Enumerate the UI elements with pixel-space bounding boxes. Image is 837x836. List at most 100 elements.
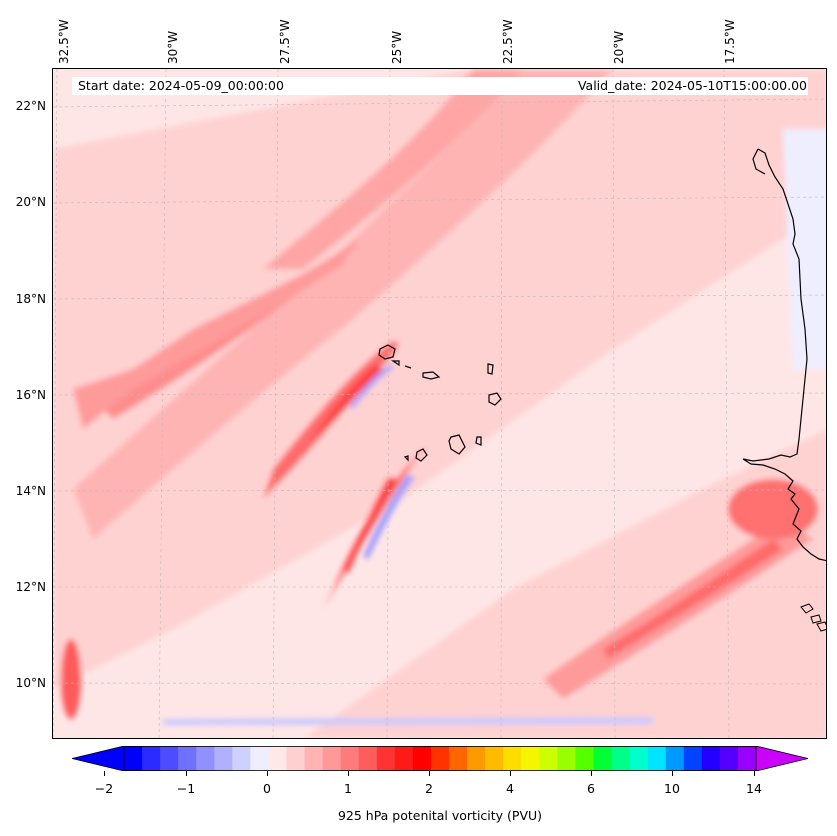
lat-label-18n: 18°N [15, 292, 46, 306]
pv-band-top [263, 69, 523, 269]
cb-tick-label: −1 [176, 781, 196, 796]
island-santiago [448, 434, 466, 455]
pv-coastal-max [728, 479, 818, 539]
cb-tickmark [672, 771, 673, 776]
cb-tick-label: 14 [746, 781, 762, 796]
colorbar-segment [449, 746, 468, 771]
colorbar [72, 746, 808, 771]
colorbar-segment [286, 746, 306, 771]
colorbar-segment [683, 746, 703, 771]
colorbar-segment [557, 746, 576, 771]
pv-wake-1-negative [349, 365, 395, 409]
colorbar-segment [503, 746, 522, 771]
colorbar-segment [250, 746, 269, 771]
colorbar-segment [268, 746, 288, 771]
pv-band-light [53, 69, 826, 689]
graticule [53, 69, 826, 738]
colorbar-under-extension [72, 746, 125, 771]
lon-label-25w: 25°W [390, 30, 404, 64]
colorbar-segment [430, 746, 450, 771]
pv-south-strip [163, 717, 653, 725]
colorbar-segment [196, 746, 215, 771]
island-maio [475, 436, 482, 446]
cb-tickmark [591, 771, 592, 776]
lat-label-10n: 10°N [15, 676, 46, 690]
colorbar-segment [737, 746, 757, 771]
pv-field-map [53, 69, 826, 738]
island-fogo [415, 448, 428, 462]
lon-label-20w: 20°W [612, 30, 626, 64]
colorbar-segment [160, 746, 179, 771]
coastline-north [752, 148, 766, 175]
colorbar-title: 925 hPa potenital vorticity (PVU) [337, 808, 543, 823]
colorbar-segment [178, 746, 197, 771]
colorbar-segment [232, 746, 251, 771]
cb-tickmark [510, 771, 511, 776]
colorbar-segment [629, 746, 649, 771]
colorbar-segment [485, 746, 504, 771]
island-santo-antao [378, 344, 396, 360]
pv-land-east [783, 129, 826, 369]
colorbar-segment [539, 746, 558, 771]
pv-wake-2-negative [363, 475, 415, 559]
cb-tick-label: 1 [344, 781, 352, 796]
lat-label-16n: 16°N [15, 388, 46, 402]
start-date-label: Start date: 2024-05-09_00:00:00 [78, 78, 284, 93]
header-background [72, 77, 808, 95]
colorbar-segment [593, 746, 613, 771]
colorbar-segment [322, 746, 342, 771]
lat-label-14n: 14°N [15, 484, 46, 498]
cb-tick-label: 10 [664, 781, 680, 796]
lon-label-30w: 30°W [166, 30, 180, 64]
cb-tick-label: 4 [506, 781, 514, 796]
cb-tick-label: 2 [425, 781, 433, 796]
cb-tickmark [186, 771, 187, 776]
colorbar-segment [467, 746, 486, 771]
island-brava [403, 455, 409, 462]
colorbar-segment [124, 746, 143, 771]
colorbar-segment [358, 746, 378, 771]
island-sal [487, 363, 494, 375]
cb-tick-label: −2 [94, 781, 114, 796]
pv-sw-max [61, 639, 81, 719]
colorbar-over-extension [755, 746, 808, 771]
map-panel [52, 68, 827, 739]
cape-verde-islands [378, 344, 502, 462]
colorbar-segment [665, 746, 685, 771]
pv-band-se-core [603, 539, 783, 659]
colorbar-segment [142, 746, 161, 771]
bijagos-islands [800, 603, 826, 632]
colorbar-segment [701, 746, 721, 771]
colorbar-segment [647, 746, 667, 771]
lon-label-32-5w: 32.5°W [57, 19, 71, 64]
colorbar-segment [719, 746, 739, 771]
lon-label-17-5w: 17.5°W [723, 19, 737, 64]
colorbar-border [123, 746, 757, 771]
lon-label-27-5w: 27.5°W [278, 19, 292, 64]
pv-band-nw-core2 [73, 244, 353, 429]
cb-tickmark [104, 771, 105, 776]
colorbar-segment [394, 746, 414, 771]
cb-tickmark [429, 771, 430, 776]
colorbar-segment [376, 746, 396, 771]
pv-wake-1-core [313, 365, 383, 439]
lat-label-20n: 20°N [15, 195, 46, 209]
colorbar-segment [412, 746, 432, 771]
lat-label-12n: 12°N [15, 580, 46, 594]
pv-band-nw [73, 69, 613, 539]
colorbar-segment [611, 746, 631, 771]
island-sao-vicente [391, 360, 400, 367]
cb-tick-label: 6 [587, 781, 595, 796]
cb-tickmark [348, 771, 349, 776]
colorbar-segment [521, 746, 540, 771]
lon-label-22-5w: 22.5°W [501, 19, 515, 64]
colorbar-segment [304, 746, 324, 771]
pv-shading [53, 69, 826, 738]
cb-tickmark [267, 771, 268, 776]
pv-wake-2-core [345, 477, 398, 574]
coastline-africa [742, 148, 826, 562]
cb-tick-label: 0 [263, 781, 271, 796]
lat-label-22n: 22°N [15, 99, 46, 113]
colorbar-segment [340, 746, 360, 771]
valid-date-label: Valid_date: 2024-05-10T15:00:00.00 [577, 78, 807, 93]
